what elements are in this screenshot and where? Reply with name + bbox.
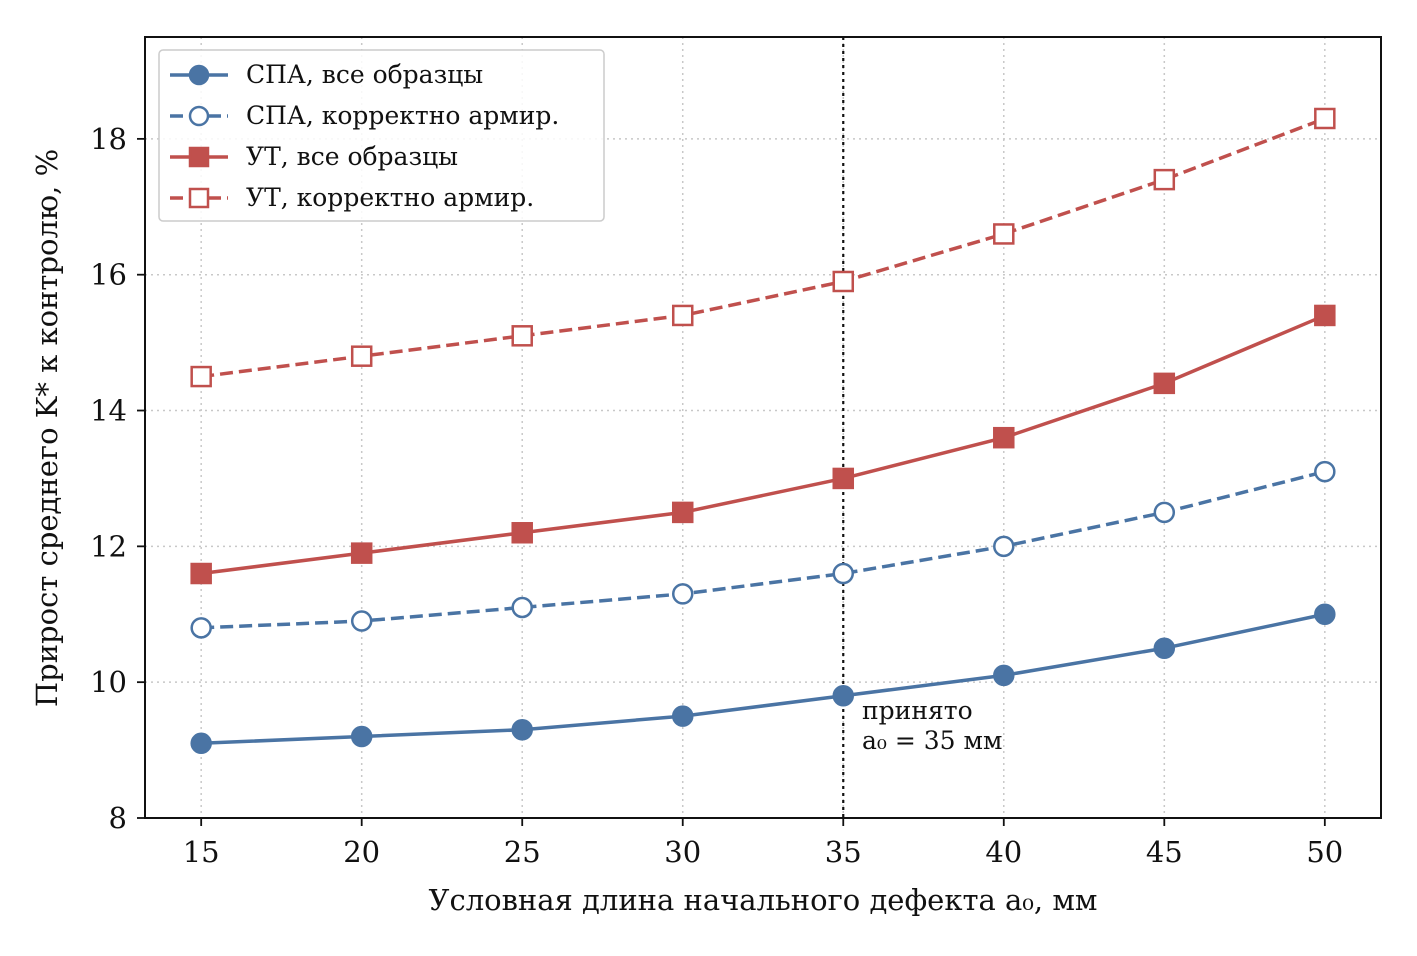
legend-entry: УТ, все образцы — [170, 142, 458, 171]
x-tick-label: 50 — [1306, 835, 1343, 869]
data-point — [190, 562, 212, 585]
x-tick-label: 25 — [504, 835, 541, 869]
legend-entry: УТ, корректно армир. — [170, 183, 534, 212]
legend-label: УТ, все образцы — [246, 142, 458, 171]
data-point — [671, 304, 694, 327]
data-point — [1314, 603, 1336, 626]
data-point — [350, 345, 373, 367]
data-point — [511, 522, 533, 544]
legend-entry: СПА, все образцы — [170, 60, 483, 89]
x-axis-label: Условная длина начального дефекта a₀, мм — [429, 883, 1098, 917]
data-point — [1153, 168, 1176, 191]
data-point — [832, 467, 855, 490]
y-tick-label: 16 — [90, 258, 127, 292]
data-point — [671, 501, 694, 524]
legend-box — [158, 49, 605, 222]
data-point — [190, 732, 212, 755]
data-point — [671, 583, 694, 605]
y-tick-label: 12 — [90, 529, 127, 563]
x-tick-label: 20 — [343, 835, 380, 869]
x-tick-label: 15 — [183, 835, 220, 869]
legend-label: СПА, корректно армир. — [246, 101, 559, 130]
data-point — [993, 535, 1015, 558]
data-point — [1314, 107, 1336, 130]
data-point — [832, 270, 855, 293]
data-point — [832, 562, 855, 585]
legend-marker-swatch — [188, 146, 210, 168]
data-point — [832, 685, 855, 707]
y-tick-label: 14 — [90, 394, 127, 428]
series-group — [190, 107, 1336, 755]
data-point — [993, 426, 1015, 449]
y-tick-label: 10 — [90, 665, 127, 699]
legend-marker-swatch — [188, 187, 210, 209]
y-tick-label: 18 — [90, 122, 127, 156]
series-line — [200, 116, 1326, 379]
data-point — [190, 617, 212, 639]
data-point — [671, 705, 694, 727]
legend-label: УТ, корректно армир. — [246, 183, 534, 212]
data-point — [993, 223, 1015, 245]
y-axis-label: Прирост среднего K* к контролю, % — [30, 149, 64, 707]
x-tick-label: 40 — [985, 835, 1022, 869]
data-point — [190, 365, 212, 388]
data-point — [350, 542, 373, 564]
data-point — [350, 725, 373, 748]
series-line — [200, 313, 1326, 576]
legend-label: СПА, все образцы — [246, 60, 483, 89]
y-tick-label: 8 — [109, 801, 127, 835]
data-point — [511, 325, 533, 347]
legend: СПА, все образцы СПА, корректно армир. УТ,… — [158, 49, 605, 222]
annotation-line-1: принято — [862, 696, 973, 725]
annotation-line-2: a₀ = 35 мм — [862, 726, 1002, 755]
x-tick-label: 30 — [664, 835, 701, 869]
series-line — [201, 612, 1326, 746]
data-point — [1153, 372, 1176, 395]
data-point — [1314, 304, 1336, 327]
axis-ticks: 15 20 25 30 35 40 45 50 8 10 12 14 16 18 — [90, 122, 1343, 869]
annotation: принято a₀ = 35 мм — [862, 696, 1002, 755]
data-point — [1314, 460, 1336, 483]
legend-marker-swatch — [188, 105, 210, 127]
series-4 — [190, 107, 1336, 388]
x-tick-label: 45 — [1146, 835, 1183, 869]
data-point — [350, 610, 373, 632]
series-2 — [190, 460, 1336, 639]
series-3 — [190, 304, 1336, 585]
legend-entry: СПА, корректно армир. — [170, 101, 559, 130]
plot-frame — [144, 36, 1382, 819]
data-point — [1153, 501, 1176, 524]
data-point — [1153, 637, 1176, 659]
data-point — [993, 664, 1015, 687]
legend-marker-swatch — [188, 64, 210, 86]
data-point — [511, 718, 533, 741]
data-point — [511, 596, 533, 619]
series-line — [201, 469, 1326, 630]
series-1 — [190, 603, 1336, 755]
x-tick-label: 35 — [825, 835, 862, 869]
legend-entries: СПА, все образцы СПА, корректно армир. УТ,… — [170, 60, 559, 212]
